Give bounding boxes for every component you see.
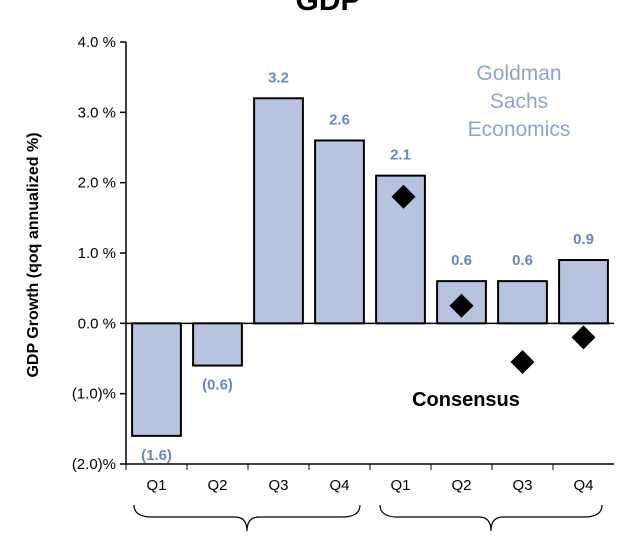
chart-title: GDP xyxy=(295,0,360,17)
y-tick-label: 1.0 % xyxy=(78,245,116,262)
x-tick-label: Q1 xyxy=(390,477,410,494)
annotations: Goldman Sachs Economics Consensus xyxy=(412,62,570,411)
data-label: (0.6) xyxy=(202,377,233,394)
data-label: 2.1 xyxy=(390,147,411,164)
year-braces xyxy=(133,504,603,532)
x-tick-label: Q4 xyxy=(573,477,593,494)
x-tick-label: Q3 xyxy=(268,477,288,494)
x-tick-label: Q3 xyxy=(512,477,532,494)
y-tick-label: 4.0 % xyxy=(78,34,116,51)
year-brace xyxy=(133,504,361,532)
y-tick-label: 0.0 % xyxy=(78,315,116,332)
data-label: (1.6) xyxy=(141,447,172,464)
bar xyxy=(253,97,304,325)
bar xyxy=(314,139,365,325)
data-labels: (1.6) (0.6) 3.2 2.6 2.1 0.6 0.6 0.9 xyxy=(141,69,594,464)
x-tick-label: Q2 xyxy=(451,477,471,494)
consensus-marker xyxy=(571,325,596,350)
y-tick-label: (1.0)% xyxy=(72,386,116,403)
bars xyxy=(131,97,609,437)
goldman-annotation: Economics xyxy=(468,118,571,141)
y-axis-label: GDP Growth (qoq annualized %) xyxy=(25,132,42,377)
consensus-marker xyxy=(449,293,474,318)
goldman-annotation: Goldman xyxy=(476,62,561,85)
x-tick-label: Q1 xyxy=(146,477,166,494)
consensus-annotation: Consensus xyxy=(412,389,520,411)
consensus-markers xyxy=(391,184,596,375)
bar xyxy=(497,280,548,325)
y-tick-label: 2.0 % xyxy=(78,175,116,192)
data-label: 3.2 xyxy=(268,69,289,86)
bar xyxy=(131,322,182,437)
axes: 4.0 % 3.0 % 2.0 % 1.0 % 0.0 % (1.0)% (2.0)% Q1 Q… xyxy=(72,34,614,494)
data-label: 0.6 xyxy=(451,252,472,269)
consensus-marker xyxy=(510,350,535,375)
y-tick-label: (2.0)% xyxy=(72,456,116,473)
data-label: 0.6 xyxy=(512,252,533,269)
bar xyxy=(192,322,243,367)
y-tick-label: 3.0 % xyxy=(78,104,116,121)
x-tick-label: Q4 xyxy=(329,477,349,494)
bar xyxy=(558,259,609,325)
x-tick-label: Q2 xyxy=(207,477,227,494)
data-label: 2.6 xyxy=(329,111,350,128)
goldman-annotation: Sachs xyxy=(490,90,548,113)
data-label: 0.9 xyxy=(573,231,594,248)
year-brace xyxy=(379,504,603,532)
consensus-marker xyxy=(391,184,416,209)
